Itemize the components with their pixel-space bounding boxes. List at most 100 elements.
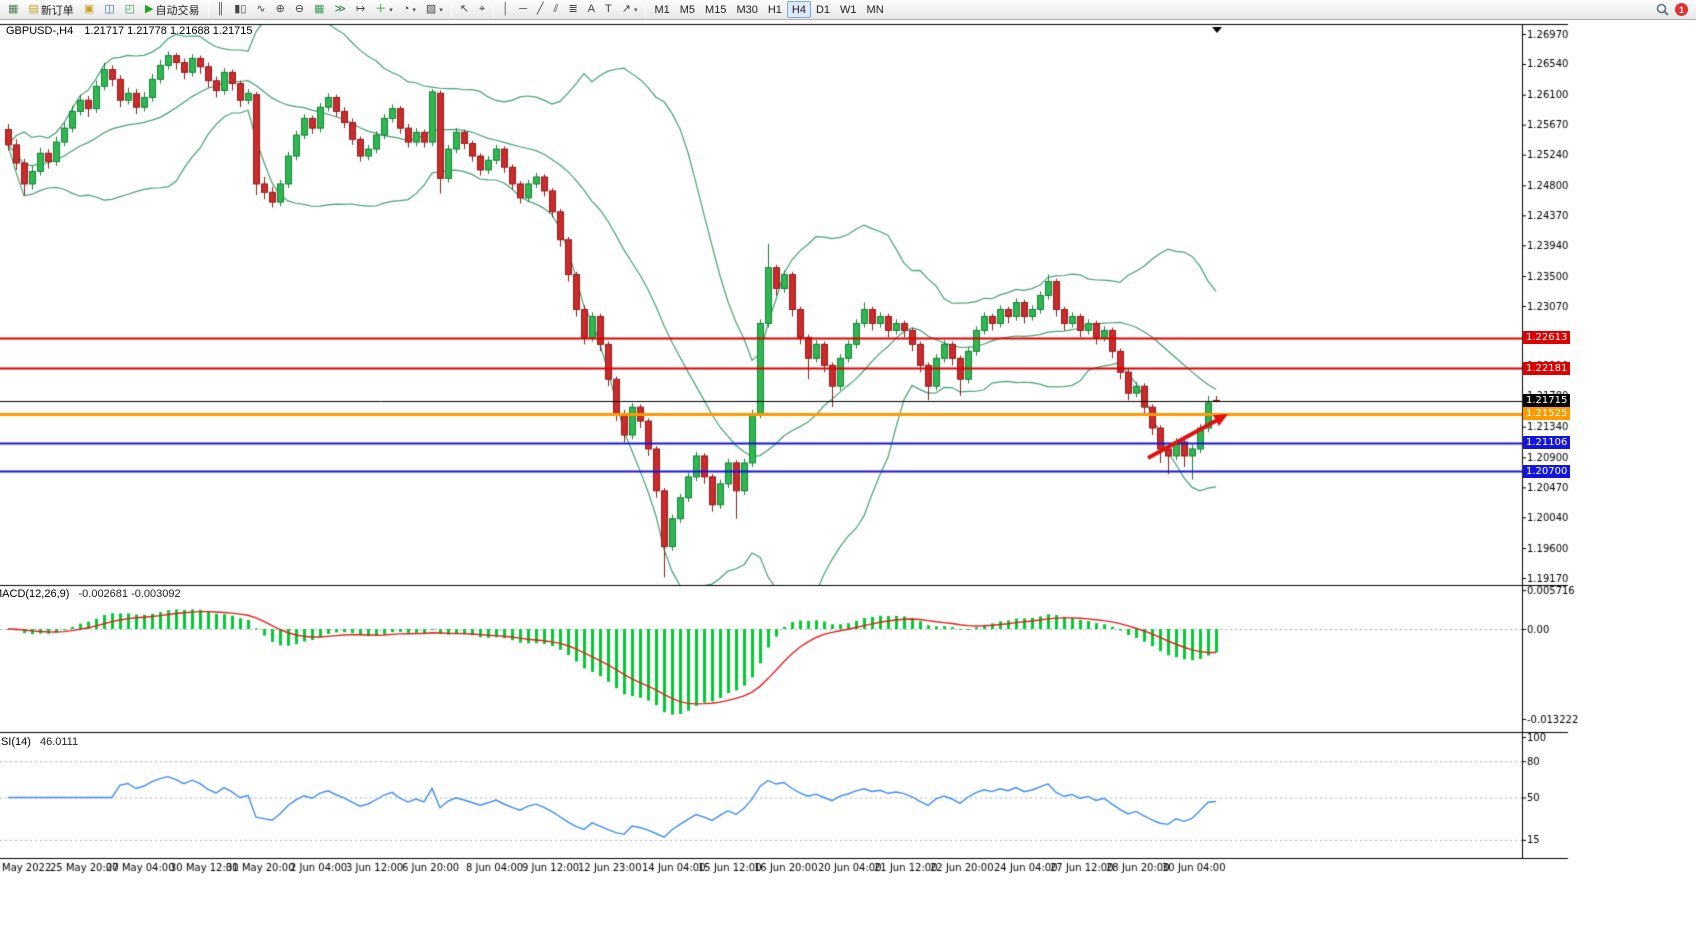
templates-button[interactable]: ▧ ▾ <box>421 1 448 18</box>
timeframe-m1-button[interactable]: M1 <box>649 1 674 18</box>
navigator-button[interactable]: ◰ <box>120 1 140 18</box>
autotrading-icon: ▶ <box>145 3 154 15</box>
channel-button[interactable]: ⫽ <box>549 1 564 18</box>
navigator-icon: ◰ <box>124 3 136 15</box>
market-watch-button[interactable]: ◫ <box>99 1 119 18</box>
notification-badge[interactable]: 1 <box>1675 3 1688 16</box>
timeframe-m30-button[interactable]: M30 <box>731 1 762 18</box>
fibonacci-icon: ≣ <box>568 3 578 15</box>
bar-chart-button[interactable]: ║ <box>212 1 230 18</box>
cursor-button[interactable]: ↖ <box>455 1 474 18</box>
support-line-upper-tag[interactable]: 1.21106 <box>1523 436 1571 450</box>
timeframe-m1-button-label: M1 <box>654 3 670 16</box>
timeframe-h4-button-label: H4 <box>791 3 806 16</box>
macd-name: MACD(12,26,9) <box>0 588 70 600</box>
timeframe-mn-button-label: MN <box>866 3 884 16</box>
chart-canvas[interactable] <box>0 20 1696 948</box>
shapes-button[interactable]: ↗ ▾ <box>617 1 643 18</box>
new-order-icon: ▤ <box>28 3 39 15</box>
line-chart-button[interactable]: ∿ <box>251 1 270 18</box>
timeframe-h4-button[interactable]: H4 <box>786 1 811 18</box>
new-order-button-label: 新订单 <box>40 4 74 17</box>
dropdown-caret-icon: ▾ <box>412 6 416 14</box>
indicators-icon: ＋ <box>375 3 387 15</box>
macd-values: -0.002681 -0.003092 <box>78 588 181 600</box>
periods-button[interactable]: ◔ ▾ <box>398 1 421 18</box>
chart-shift-icon: ↦ <box>355 3 366 15</box>
auto-scroll-icon: ≫ <box>334 3 346 15</box>
candlestick-chart-button[interactable]: ▮▯ <box>229 1 251 18</box>
rsi-label: RSI(14) 46.0111 <box>0 736 78 748</box>
cursor-icon: ↖ <box>459 3 470 15</box>
dropdown-caret-icon: ▾ <box>389 6 393 14</box>
crosshair-button[interactable]: ⌖ <box>474 1 490 18</box>
toolbar-separator <box>645 2 647 17</box>
fibonacci-button[interactable]: ≣ <box>563 1 582 18</box>
channel-icon: ⫽ <box>553 3 559 15</box>
tile-windows-icon: ▦ <box>314 3 325 15</box>
timeframe-h1-button-label: H1 <box>767 3 782 16</box>
auto-scroll-button[interactable]: ≫ <box>329 1 351 18</box>
timeframe-mn-button[interactable]: MN <box>862 1 889 18</box>
new-chart-icon: ▦ <box>8 3 19 15</box>
zoom-in-icon: ⊕ <box>275 3 285 15</box>
new-order-button[interactable]: ▤ 新订单 <box>23 1 78 18</box>
text-icon: A <box>587 3 595 15</box>
crosshair-icon: ⌖ <box>479 3 486 15</box>
current-price-line-tag[interactable]: 1.21715 <box>1523 394 1571 407</box>
toolbar-right: 1 <box>1656 3 1693 16</box>
charts-stack-button[interactable]: ▣ <box>79 1 99 18</box>
dropdown-caret-icon: ▾ <box>439 6 443 14</box>
text-button[interactable]: A <box>583 1 600 18</box>
toolbar-separator <box>493 2 495 17</box>
shapes-icon: ↗ <box>621 3 631 15</box>
timeframe-m5-button[interactable]: M5 <box>675 1 700 18</box>
search-icon[interactable] <box>1656 3 1669 16</box>
zoom-in-button[interactable]: ⊕ <box>271 1 290 18</box>
chart-ohlc: 1.21717 1.21778 1.21688 1.21715 <box>84 25 253 37</box>
zoom-out-icon: ⊖ <box>294 3 305 15</box>
charts-stack-icon: ▣ <box>83 3 95 15</box>
toolbar-separator <box>207 2 209 17</box>
bar-chart-icon: ║ <box>216 3 225 15</box>
timeframe-m5-button-label: M5 <box>679 3 696 16</box>
new-chart-button[interactable]: ▦ <box>3 1 23 18</box>
timeframe-h1-button[interactable]: H1 <box>763 1 787 18</box>
macd-label: MACD(12,26,9) -0.002681 -0.003092 <box>0 588 181 600</box>
vertical-line-icon: │ <box>502 3 510 15</box>
resistance-line-upper-tag[interactable]: 1.22613 <box>1523 331 1571 345</box>
tile-windows-button[interactable]: ▦ <box>309 1 329 18</box>
rsi-name: RSI(14) <box>0 736 31 748</box>
timeframe-d1-button[interactable]: D1 <box>811 1 835 18</box>
market-watch-icon: ◫ <box>104 3 115 15</box>
alert-line-orange-tag[interactable]: 1.21525 <box>1523 407 1571 421</box>
toolbar-buttons: ▦ ▤ 新订单 ▣ ◫ ◰ ▶ 自动交易 ║ ▮▯ ∿ ⊕ ⊖ ▦ ≫ ↦ ＋ ▾ ◔ ▾ ▧ ▾ ↖ ⌖ │ ─ ╱ ⫽ ≣ A T ↗ ▾ M… <box>3 0 1656 19</box>
dropdown-caret-icon: ▾ <box>633 6 638 14</box>
toolbar: ▦ ▤ 新订单 ▣ ◫ ◰ ▶ 自动交易 ║ ▮▯ ∿ ⊕ ⊖ ▦ ≫ ↦ ＋ ▾ ◔ ▾ ▧ ▾ ↖ ⌖ │ ─ ╱ ⫽ ≣ A T ↗ ▾ M… <box>0 0 1696 20</box>
trendline-button[interactable]: ╱ <box>532 1 549 18</box>
label-button[interactable]: T <box>600 1 617 18</box>
templates-icon: ▧ <box>425 3 437 15</box>
timeframe-m15-button[interactable]: M15 <box>700 1 731 18</box>
candlestick-chart-icon: ▮▯ <box>234 3 247 15</box>
chart-shift-button[interactable]: ↦ <box>351 1 370 18</box>
timeframe-w1-button-label: W1 <box>840 3 857 16</box>
resistance-line-lower-tag[interactable]: 1.22181 <box>1523 361 1571 375</box>
indicators-button[interactable]: ＋ ▾ <box>370 1 398 18</box>
support-line-lower-tag[interactable]: 1.20700 <box>1523 464 1571 478</box>
timeframe-w1-button[interactable]: W1 <box>835 1 862 18</box>
timeframe-m15-button-label: M15 <box>705 3 727 16</box>
toolbar-separator <box>450 2 452 17</box>
trendline-icon: ╱ <box>536 3 544 15</box>
chart-area: GBPUSD-,H4 1.21717 1.21778 1.21688 1.217… <box>0 20 1696 948</box>
timeframe-d1-button-label: D1 <box>815 3 831 16</box>
horizontal-line-button[interactable]: ─ <box>514 1 532 18</box>
chart-symbol-period: GBPUSD-,H4 <box>6 25 74 37</box>
horizontal-line-icon: ─ <box>519 3 527 15</box>
chart-title: GBPUSD-,H4 1.21717 1.21778 1.21688 1.217… <box>6 25 253 37</box>
vertical-line-button[interactable]: │ <box>497 1 514 18</box>
autotrading-button[interactable]: ▶ 自动交易 <box>140 1 204 18</box>
zoom-out-button[interactable]: ⊖ <box>290 1 309 18</box>
periods-icon: ◔ <box>402 3 410 15</box>
label-icon: T <box>605 3 612 15</box>
